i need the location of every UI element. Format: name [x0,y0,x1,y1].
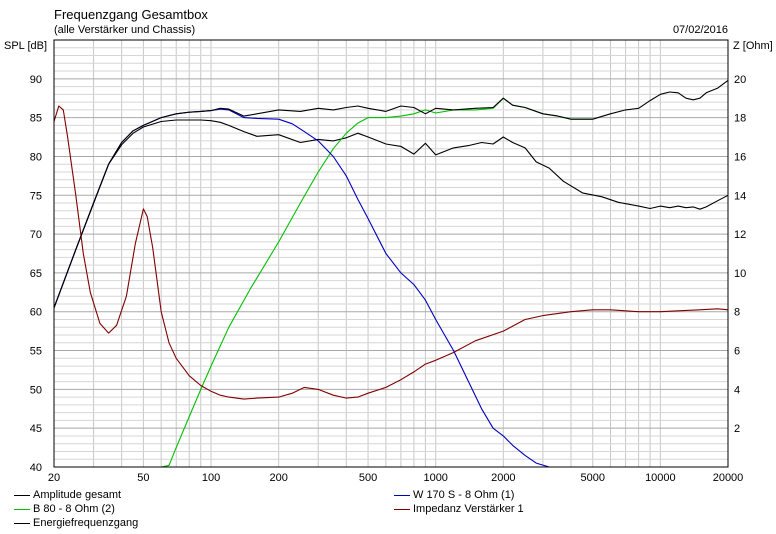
legend-label: Energiefrequenzgang [33,517,139,529]
x-tick-label: 20 [48,472,60,484]
x-tick-label: 200 [269,472,287,484]
chart-subtitle: (alle Verstärker und Chassis) [54,24,195,36]
x-tick-label: 100 [202,472,220,484]
y-right-tick-label: 8 [734,307,740,319]
legend-swatch [14,508,30,510]
y-left-tick-label: 80 [30,151,42,163]
y-left-tick-label: 75 [30,190,42,202]
grid [53,39,729,468]
x-tick-label: 500 [359,472,377,484]
y-left-tick-label: 40 [30,462,42,474]
y-right-tick-label: 18 [734,113,746,125]
legend-swatch [14,494,30,496]
series-line-b-80-8-ohm-2 [54,97,593,468]
y-left-tick-label: 50 [30,384,42,396]
legend-swatch [14,522,30,524]
x-tick-label: 1000 [423,472,447,484]
legend-item: Energiefrequenzgang [14,516,138,530]
tick-labels: 20 50 100 200 500 1000 2000 5000 10000 2000040455… [30,74,747,484]
y-left-tick-label: 45 [30,423,42,435]
legend-label: B 80 - 8 Ohm (2) [33,503,115,515]
legend: Amplitude gesamt B 80 - 8 Ohm (2) Energi… [14,488,774,532]
y-right-tick-label: 16 [734,151,746,163]
legend-label: W 170 S - 8 Ohm (1) [413,489,515,501]
legend-item: W 170 S - 8 Ohm (1) [394,488,514,502]
y-right-tick-label: 6 [734,346,740,358]
y-axis-left-label: SPL [dB] [4,40,47,52]
y-right-tick-label: 20 [734,74,746,86]
y-left-tick-label: 70 [30,229,42,241]
legend-swatch [394,494,410,496]
plot-frame [53,39,729,468]
y-right-tick-label: 10 [734,268,746,280]
y-left-tick-label: 85 [30,113,42,125]
y-right-tick-label: 14 [734,190,746,202]
y-right-tick-label: 4 [734,384,740,396]
y-axis-right-label: Z [Ohm] [733,40,773,52]
y-left-tick-label: 55 [30,346,42,358]
legend-label: Impedanz Verstärker 1 [413,503,524,515]
y-left-tick-label: 60 [30,307,42,319]
legend-swatch [394,508,410,510]
x-tick-label: 50 [137,472,149,484]
x-tick-label: 5000 [580,472,604,484]
series-group [53,79,729,468]
y-left-tick-label: 90 [30,74,42,86]
y-left-tick-label: 65 [30,268,42,280]
series-line-energiefrequenzgang [53,79,729,308]
legend-label: Amplitude gesamt [33,489,122,501]
series-line-amplitude-gesamt [53,119,729,308]
legend-item: Amplitude gesamt [14,488,121,502]
chart-date: 07/02/2016 [673,24,728,36]
series-line-impedanz-verst-rker-1 [53,105,729,400]
legend-item: Impedanz Verstärker 1 [394,502,524,516]
x-tick-label: 10000 [645,472,676,484]
x-tick-label: 2000 [491,472,515,484]
y-right-tick-label: 2 [734,423,740,435]
legend-item: B 80 - 8 Ohm (2) [14,502,115,516]
x-tick-label: 20000 [713,472,744,484]
chart-title: Frequenzgang Gesamtbox [54,7,208,22]
y-right-tick-label: 12 [734,229,746,241]
